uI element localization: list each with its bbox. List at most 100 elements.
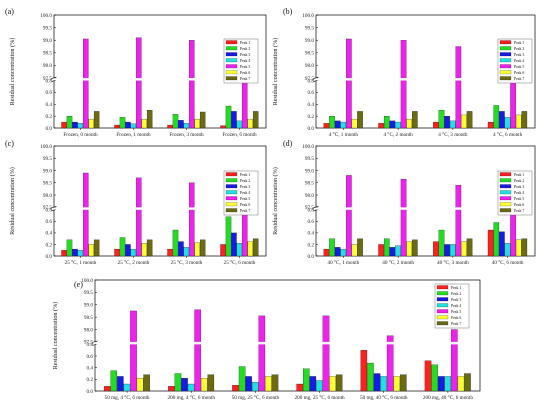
legend-label: Peak 7 — [240, 209, 250, 213]
y-tick-label: 98.0 — [43, 193, 52, 199]
bar-peak-6 — [88, 244, 94, 257]
axis-break-gap — [314, 78, 318, 81]
y-tick-label: 97.5 — [43, 76, 52, 82]
y-tick-label: 0.2 — [46, 114, 53, 120]
bar-peak-3 — [181, 378, 188, 392]
y-tick-label: 0.2 — [87, 377, 94, 383]
legend-swatch — [499, 40, 512, 45]
bar-peak-7 — [93, 239, 100, 257]
y-tick-label: 97.5 — [43, 205, 52, 211]
legend-swatch — [436, 315, 449, 320]
y-tick-label: 98.0 — [305, 193, 314, 199]
legend-label: Peak 3 — [514, 53, 524, 57]
y-tick-label: 100.0 — [40, 13, 52, 19]
bar-peak-1 — [323, 248, 330, 257]
bar-peak-1 — [378, 244, 384, 257]
legend-swatch — [225, 40, 238, 45]
legend-label: Peak 7 — [514, 77, 524, 81]
legend-swatch — [499, 70, 512, 75]
y-tick-label: 98.0 — [84, 327, 93, 333]
legend-label: Peak 6 — [240, 203, 250, 207]
y-tick-label: 0.2 — [308, 114, 315, 120]
y-axis-label: Residual concentration (%) — [272, 38, 279, 106]
legend-swatch — [436, 285, 449, 290]
x-tick-label: 25 °C, 3 month — [171, 259, 203, 266]
bar-peak-3 — [499, 231, 505, 257]
bar-peak-1 — [220, 244, 226, 257]
legend-swatch — [499, 208, 512, 213]
legend-swatch — [225, 58, 238, 63]
legend-swatch — [499, 196, 512, 201]
bar-peak-6 — [265, 376, 272, 392]
x-tick-label: 200 mg, 40 °C, 6 month — [423, 394, 473, 401]
bar-peak-4 — [395, 121, 401, 129]
legend: Peak 1 Peak 2 Peak 3 Peak 4 Peak 5 Peak 6 Peak… — [497, 38, 533, 84]
bar-peak-3 — [499, 111, 505, 129]
bar-peak-1 — [168, 386, 175, 392]
bar-peak-7 — [521, 238, 528, 257]
y-tick-label: 0.6 — [308, 90, 315, 96]
y-axis-label: Residual concentration (%) — [272, 167, 279, 235]
bar-peak-4 — [395, 245, 401, 257]
bar-peak-3 — [125, 121, 131, 129]
bar-peak-3 — [178, 241, 184, 257]
legend-label: Peak 4 — [451, 304, 461, 308]
bar-peak-1 — [167, 124, 173, 129]
legend-label: Peak 2 — [240, 47, 250, 51]
legend-label: Peak 4 — [514, 191, 524, 195]
bar-peak-7 — [357, 238, 363, 257]
bar-peak-3 — [231, 232, 237, 257]
y-tick-label: 0.8 — [46, 208, 53, 214]
x-tick-label: 200 mg, 25 °C, 6 month — [295, 394, 345, 401]
legend-box — [434, 283, 470, 329]
legend-swatch — [225, 76, 238, 81]
legend: Peak 1 Peak 2 Peak 3 Peak 4 Peak 5 Peak 6 Peak… — [497, 170, 533, 216]
bar-peak-4 — [130, 248, 137, 257]
bar-peak-5 — [194, 309, 201, 392]
bar-peak-6 — [136, 378, 144, 392]
bar-peak-5 — [346, 38, 352, 129]
bar-peak-7 — [464, 373, 471, 392]
bar-peak-2 — [119, 117, 126, 129]
legend-swatch — [499, 52, 512, 57]
bar-peak-2 — [225, 216, 232, 257]
bar-peak-1 — [220, 125, 226, 129]
bar-peak-2 — [303, 368, 310, 392]
bar-peak-3 — [125, 244, 131, 257]
bar-break-gap — [54, 207, 266, 210]
y-tick-label: 99.5 — [305, 156, 314, 162]
bar-peak-1 — [487, 121, 494, 129]
y-tick-label: 99.0 — [43, 168, 52, 174]
bar-peak-3 — [178, 120, 184, 129]
y-tick-label: 0.4 — [308, 102, 315, 108]
legend-label: Peak 1 — [514, 41, 524, 45]
y-tick-label: 100.0 — [302, 13, 314, 19]
x-tick-label: 4 °C, 3 month — [438, 131, 468, 138]
bar-peak-7 — [466, 238, 473, 257]
x-tick-label: 50 mg, 40 °C, 6 month — [360, 394, 408, 401]
bar-peak-2 — [431, 364, 438, 392]
bar-peak-7 — [466, 111, 473, 129]
legend-swatch — [225, 172, 238, 177]
bar-peak-7 — [146, 239, 153, 257]
legend-label: Peak 1 — [451, 286, 461, 290]
bar-peak-3 — [373, 373, 381, 392]
bar-peak-4 — [130, 123, 137, 129]
bar-peak-6 — [351, 118, 358, 129]
y-tick-label: 98.5 — [305, 51, 314, 57]
bar-peak-6 — [247, 241, 253, 257]
y-tick-label: 0.4 — [46, 102, 53, 108]
bar-peak-7 — [199, 239, 206, 257]
x-tick-label: 200 mg, 4 °C, 6 month — [168, 394, 216, 401]
bar-peak-3 — [437, 376, 445, 392]
legend-label: Peak 5 — [514, 65, 524, 69]
bar-peak-2 — [174, 373, 182, 392]
bar-peak-6 — [406, 241, 412, 257]
legend-swatch — [225, 64, 238, 69]
bar-peak-5 — [136, 37, 142, 129]
y-tick-label: 0.4 — [46, 231, 53, 237]
bar-peak-3 — [72, 248, 78, 257]
bar-peak-1 — [424, 360, 432, 392]
bar-peak-5 — [455, 46, 462, 129]
bar-peak-1 — [296, 383, 303, 392]
